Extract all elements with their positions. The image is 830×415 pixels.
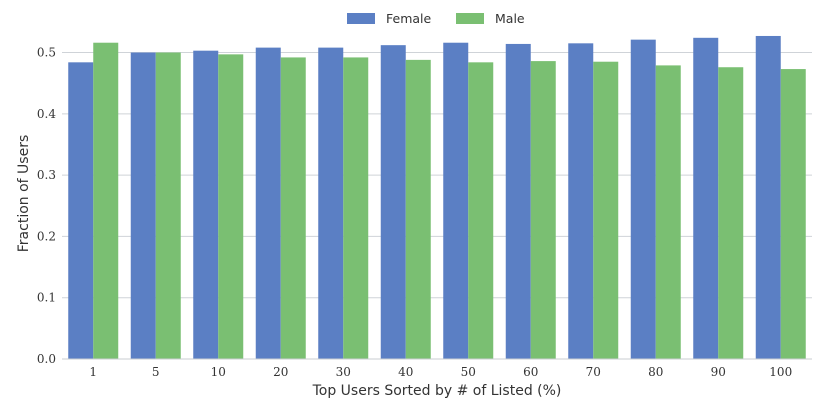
bar-male-70 — [593, 61, 619, 360]
legend-label-female: Female — [386, 11, 432, 26]
gridlines — [62, 52, 812, 299]
bar-male-100 — [780, 69, 806, 360]
bar-female-30 — [318, 47, 344, 360]
x-tick-label: 30 — [336, 365, 351, 379]
x-tick-label: 40 — [398, 365, 413, 379]
bar-female-50 — [443, 42, 469, 359]
x-tick-label: 5 — [152, 365, 160, 379]
bar-male-20 — [280, 57, 306, 360]
x-tick-label: 50 — [461, 365, 476, 379]
bar-female-80 — [630, 39, 656, 359]
bar-male-60 — [530, 61, 556, 359]
bar-male-10 — [218, 54, 244, 359]
bar-female-90 — [693, 37, 719, 360]
y-axis-label: Fraction of Users — [16, 135, 32, 252]
y-tick-label: 0.3 — [37, 168, 56, 182]
x-tick-label: 20 — [273, 365, 288, 379]
bar-male-50 — [468, 62, 494, 359]
bar-female-100 — [755, 35, 781, 360]
legend-label-male: Male — [495, 11, 525, 26]
y-tick-label: 0.0 — [37, 352, 56, 366]
bar-female-70 — [568, 43, 594, 360]
x-tick-label: 10 — [211, 365, 226, 379]
x-tick-label: 60 — [523, 365, 538, 379]
bar-male-5 — [155, 52, 181, 359]
bar-male-1 — [93, 42, 119, 359]
legend: Female Male — [347, 11, 525, 26]
bar-female-20 — [255, 47, 281, 360]
y-tick-label: 0.4 — [37, 107, 56, 121]
bar-male-40 — [405, 59, 431, 359]
y-tick-label: 0.2 — [37, 229, 56, 243]
bar-female-1 — [68, 62, 94, 359]
bar-female-5 — [130, 52, 156, 359]
bar-female-60 — [505, 43, 531, 359]
bars — [68, 35, 806, 360]
x-tick-label: 90 — [711, 365, 726, 379]
legend-swatch-female — [347, 13, 375, 24]
bar-male-80 — [655, 65, 681, 359]
x-tick-label: 1 — [89, 365, 97, 379]
x-tick-label: 80 — [648, 365, 663, 379]
legend-swatch-male — [456, 13, 484, 24]
bar-female-40 — [380, 45, 406, 359]
y-tick-labels: 0.0 0.1 0.2 0.3 0.4 0.5 — [37, 46, 56, 366]
bar-female-10 — [193, 50, 219, 360]
x-axis-label: Top Users Sorted by # of Listed (%) — [312, 383, 562, 399]
bar-male-90 — [718, 67, 744, 360]
y-tick-label: 0.1 — [37, 291, 56, 305]
x-tick-label: 70 — [586, 365, 601, 379]
x-tick-labels: 1 5 10 20 30 40 50 60 70 80 90 100 — [89, 365, 792, 379]
bar-male-30 — [343, 57, 369, 360]
y-tick-label: 0.5 — [37, 46, 56, 60]
x-tick-label: 100 — [769, 365, 792, 379]
